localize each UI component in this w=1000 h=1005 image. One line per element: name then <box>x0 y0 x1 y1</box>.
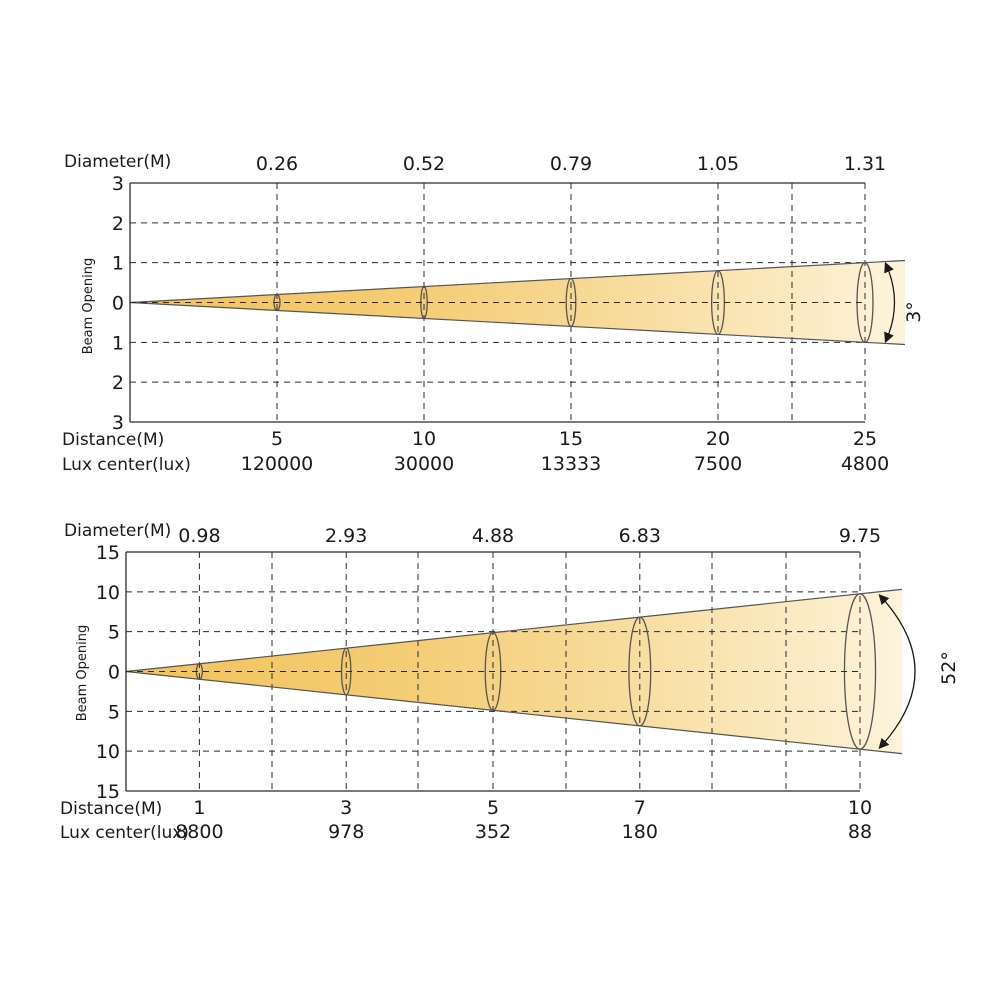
beam-cross-section <box>628 616 652 727</box>
y-tick-label: 0 <box>108 662 120 684</box>
lux-value: 4800 <box>841 453 889 475</box>
y-tick-label: 2 <box>112 213 124 235</box>
lux-center-label: Lux center(lux) <box>62 455 191 475</box>
distance-value: 5 <box>487 797 499 819</box>
beam-lower-edge <box>125 670 903 755</box>
beam-angle-arc <box>884 261 896 344</box>
y-tick-label: 2 <box>112 372 124 394</box>
diameter-value: 6.83 <box>619 525 661 547</box>
diameter-label: Diameter(M) <box>64 521 171 541</box>
wide-beam-diagram: Diameter(M) Distance(M) Lux center(lux) … <box>60 521 960 843</box>
diameter-value: 0.98 <box>178 525 220 547</box>
beam-lower-edge <box>129 301 906 346</box>
beam-upper-edge <box>125 588 903 673</box>
distance-value: 7 <box>634 797 646 819</box>
y-tick-label: 10 <box>96 582 120 604</box>
lux-value: 8800 <box>175 821 223 843</box>
y-tick-label: 5 <box>108 701 120 723</box>
y-tick-label: 3 <box>112 173 124 195</box>
diameter-value: 0.79 <box>550 153 592 175</box>
distance-value: 15 <box>559 428 583 450</box>
distance-value: 20 <box>706 428 730 450</box>
beam-upper-edge <box>129 259 906 304</box>
diameter-value: 4.88 <box>472 525 514 547</box>
beam-angle-label: 3° <box>903 301 925 323</box>
y-tick-label: 1 <box>112 253 124 275</box>
distance-label: Distance(M) <box>62 430 164 450</box>
distance-value: 10 <box>848 797 872 819</box>
beam-angle-label: 52° <box>938 651 960 685</box>
y-tick-label: 0 <box>112 293 124 315</box>
y-tick-label: 1 <box>112 332 124 354</box>
lux-value: 30000 <box>394 453 454 475</box>
diameter-value: 0.26 <box>256 153 298 175</box>
y-tick-label: 15 <box>96 781 120 803</box>
y-tick-label: 10 <box>96 741 120 763</box>
lux-value: 978 <box>328 821 364 843</box>
y-tick-label: 15 <box>96 542 120 564</box>
y-tick-label: 5 <box>108 622 120 644</box>
distance-value: 25 <box>853 428 877 450</box>
diameter-label: Diameter(M) <box>64 152 171 172</box>
diameter-value: 9.75 <box>839 525 881 547</box>
lux-value: 180 <box>622 821 658 843</box>
lux-value: 7500 <box>694 453 742 475</box>
diameter-value: 1.05 <box>697 153 739 175</box>
lux-value: 120000 <box>241 453 314 475</box>
lux-value: 352 <box>475 821 511 843</box>
beam-opening-label: Beam Opening <box>75 625 90 722</box>
distance-value: 5 <box>271 428 283 450</box>
diameter-value: 1.31 <box>844 153 886 175</box>
lux-value: 88 <box>848 821 872 843</box>
diameter-value: 2.93 <box>325 525 367 547</box>
distance-value: 10 <box>412 428 436 450</box>
beam-angle-arc <box>878 593 916 750</box>
distance-label: Distance(M) <box>60 799 162 819</box>
beam-opening-label: Beam Opening <box>81 258 96 355</box>
y-tick-label: 3 <box>112 412 124 434</box>
narrow-beam-diagram: Diameter(M) Distance(M) Lux center(lux) … <box>62 152 925 475</box>
lux-value: 13333 <box>541 453 601 475</box>
distance-value: 1 <box>193 797 205 819</box>
diameter-value: 0.52 <box>403 153 445 175</box>
distance-value: 3 <box>340 797 352 819</box>
lux-center-label: Lux center(lux) <box>60 823 189 843</box>
